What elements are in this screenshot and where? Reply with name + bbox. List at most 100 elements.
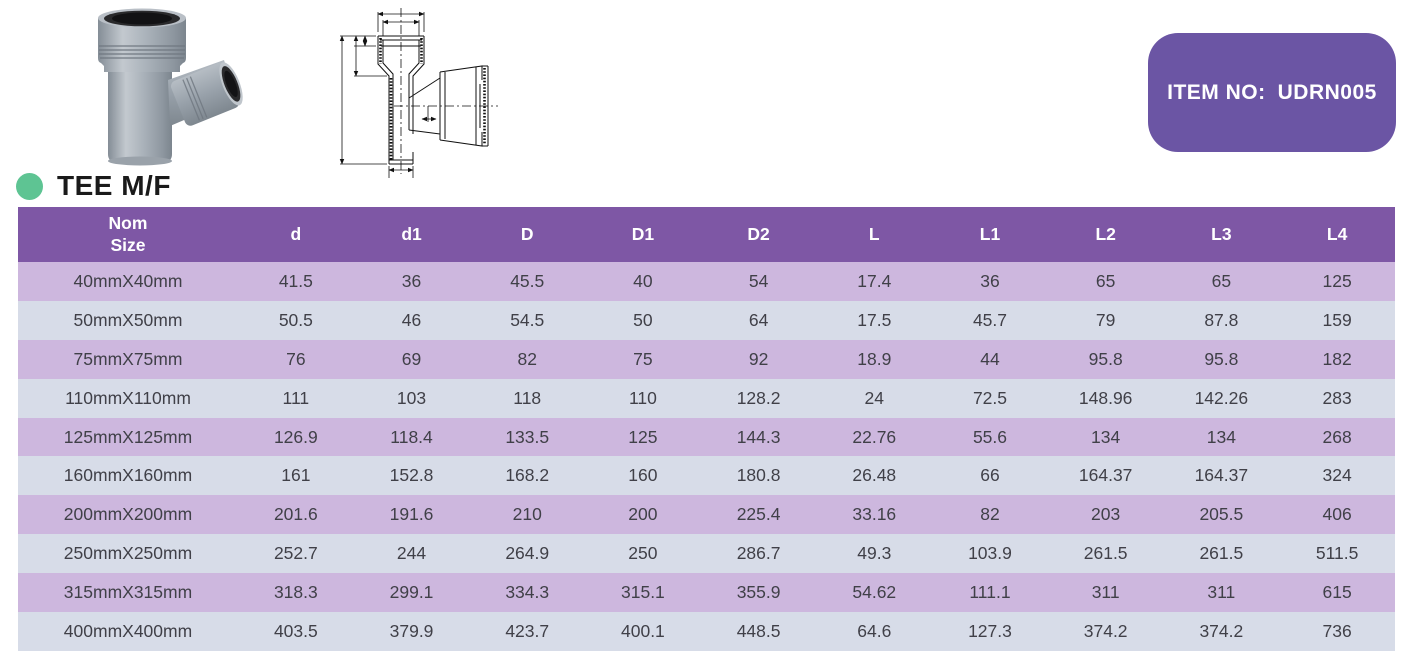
table-row: 400mmX400mm 403.5 379.9 423.7 400.1 448.5 64.6… (18, 612, 1395, 651)
value-cell: 191.6 (353, 495, 470, 535)
value-cell: 180.8 (700, 456, 817, 496)
value-cell: 55.6 (932, 417, 1048, 457)
nom-size-cell: 75mmX75mm (18, 339, 238, 379)
value-cell: 142.26 (1163, 378, 1280, 418)
value-cell: 161 (238, 456, 354, 496)
value-cell: 403.5 (238, 612, 354, 651)
value-cell: 54.62 (816, 573, 933, 613)
item-no-label: ITEM NO: (1167, 80, 1266, 104)
value-cell: 134 (1047, 417, 1164, 457)
column-header: L2 (1047, 207, 1164, 262)
value-cell: 125 (585, 417, 701, 457)
value-cell: 95.8 (1047, 339, 1164, 379)
value-cell: 66 (932, 456, 1048, 496)
value-cell: 69 (353, 339, 470, 379)
table-row: 40mmX40mm 41.5 36 45.5 40 54 17.4 36 65 65 125 (18, 262, 1395, 301)
item-no-value: UDRN005 (1277, 80, 1377, 104)
value-cell: 50 (585, 300, 701, 340)
nom-size-cell: 315mmX315mm (18, 573, 238, 613)
column-header: L1 (932, 207, 1048, 262)
value-cell: 355.9 (700, 573, 817, 613)
value-cell: 225.4 (700, 495, 817, 535)
value-cell: 311 (1163, 573, 1280, 613)
value-cell: 406 (1279, 495, 1395, 535)
nom-size-cell: 200mmX200mm (18, 495, 238, 535)
table-row: 110mmX110mm 111 103 118 110 128.2 24 72.5 148.96… (18, 378, 1395, 418)
value-cell: 46 (353, 300, 470, 340)
value-cell: 315.1 (585, 573, 701, 613)
value-cell: 64.6 (816, 612, 933, 651)
value-cell: 168.2 (469, 456, 586, 496)
column-header: d (238, 207, 354, 262)
value-cell: 244 (353, 534, 470, 574)
value-cell: 49.3 (816, 534, 933, 574)
value-cell: 17.4 (816, 262, 933, 301)
value-cell: 299.1 (353, 573, 470, 613)
value-cell: 250 (585, 534, 701, 574)
value-cell: 736 (1279, 612, 1395, 651)
value-cell: 125 (1279, 262, 1395, 301)
value-cell: 72.5 (932, 378, 1048, 418)
value-cell: 82 (932, 495, 1048, 535)
value-cell: 201.6 (238, 495, 354, 535)
value-cell: 45.7 (932, 300, 1048, 340)
value-cell: 103.9 (932, 534, 1048, 574)
header-line-nom: Nom (108, 212, 148, 233)
nom-size-cell: 250mmX250mm (18, 534, 238, 574)
value-cell: 87.8 (1163, 300, 1280, 340)
value-cell: 44 (932, 339, 1048, 379)
value-cell: 79 (1047, 300, 1164, 340)
value-cell: 127.3 (932, 612, 1048, 651)
value-cell: 283 (1279, 378, 1395, 418)
value-cell: 159 (1279, 300, 1395, 340)
value-cell: 423.7 (469, 612, 586, 651)
value-cell: 318.3 (238, 573, 354, 613)
table-row: 125mmX125mm 126.9 118.4 133.5 125 144.3 22.76 5… (18, 417, 1395, 457)
value-cell: 36 (353, 262, 470, 301)
value-cell: 40 (585, 262, 701, 301)
value-cell: 54.5 (469, 300, 586, 340)
value-cell: 26.48 (816, 456, 933, 496)
value-cell: 75 (585, 339, 701, 379)
value-cell: 110 (585, 378, 701, 418)
section-title-row: TEE M/F (16, 168, 171, 204)
table-row: 75mmX75mm 76 69 82 75 92 18.9 44 95.8 95.8 182 (18, 339, 1395, 379)
table-row: 200mmX200mm 201.6 191.6 210 200 225.4 33.16 82 2… (18, 495, 1395, 535)
value-cell: 118.4 (353, 417, 470, 457)
nom-size-cell: 110mmX110mm (18, 378, 238, 418)
value-cell: 92 (700, 339, 817, 379)
value-cell: 33.16 (816, 495, 933, 535)
value-cell: 324 (1279, 456, 1395, 496)
value-cell: 261.5 (1047, 534, 1164, 574)
value-cell: 64 (700, 300, 817, 340)
product-photo (98, 8, 243, 166)
value-cell: 164.37 (1047, 456, 1164, 496)
value-cell: 45.5 (469, 262, 586, 301)
value-cell: 182 (1279, 339, 1395, 379)
value-cell: 103 (353, 378, 470, 418)
value-cell: 268 (1279, 417, 1395, 457)
value-cell: 134 (1163, 417, 1280, 457)
nom-size-cell: 40mmX40mm (18, 262, 238, 301)
column-header: L4 (1279, 207, 1395, 262)
value-cell: 24 (816, 378, 933, 418)
value-cell: 200 (585, 495, 701, 535)
value-cell: 152.8 (353, 456, 470, 496)
value-cell: 252.7 (238, 534, 354, 574)
value-cell: 95.8 (1163, 339, 1280, 379)
value-cell: 148.96 (1047, 378, 1164, 418)
value-cell: 261.5 (1163, 534, 1280, 574)
value-cell: 334.3 (469, 573, 586, 613)
value-cell: 264.9 (469, 534, 586, 574)
value-cell: 374.2 (1163, 612, 1280, 651)
value-cell: 41.5 (238, 262, 354, 301)
value-cell: 511.5 (1279, 534, 1395, 574)
nom-size-cell: 160mmX160mm (18, 456, 238, 496)
value-cell: 111 (238, 378, 354, 418)
value-cell: 379.9 (353, 612, 470, 651)
value-cell: 374.2 (1047, 612, 1164, 651)
table-row: 250mmX250mm 252.7 244 264.9 250 286.7 49.3 103.… (18, 534, 1395, 574)
header-area: ITEM NO: UDRN005 TEE M/F (0, 0, 1408, 207)
value-cell: 118 (469, 378, 586, 418)
value-cell: 76 (238, 339, 354, 379)
